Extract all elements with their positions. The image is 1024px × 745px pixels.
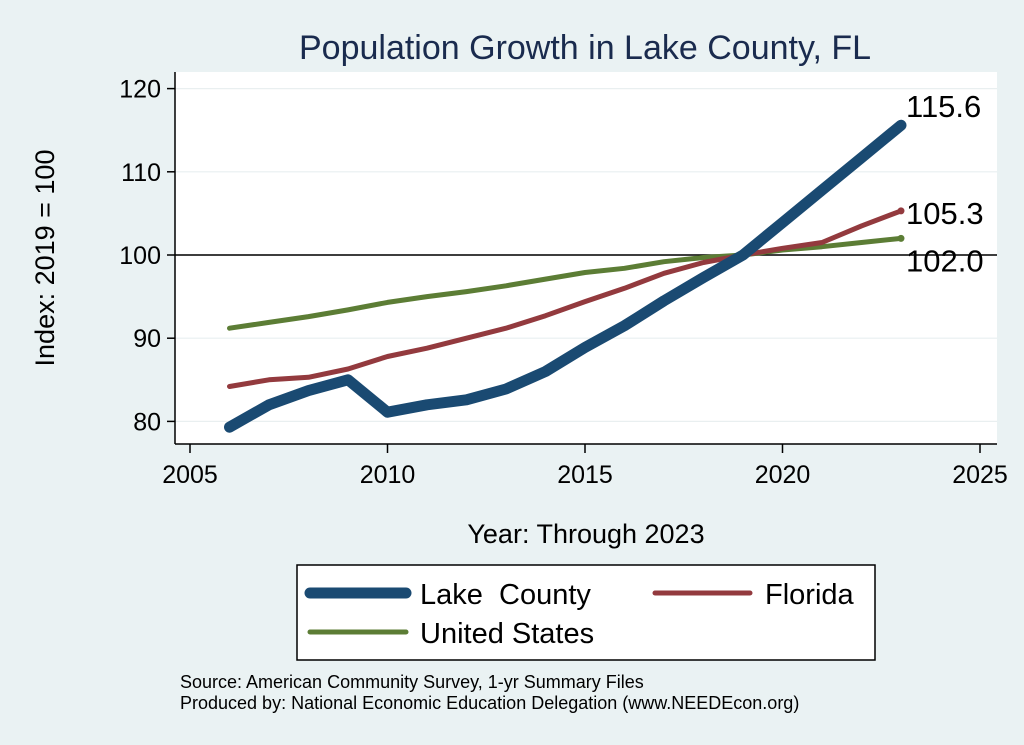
legend-label-lake-county: Lake County [420, 579, 591, 611]
y-tick-label: 90 [133, 325, 161, 353]
y-axis-title: Index: 2019 = 100 [30, 150, 60, 367]
end-label-lake-county: 115.6 [906, 89, 981, 124]
end-label-united-states: 102.0 [906, 243, 984, 278]
x-tick-label: 2020 [755, 461, 811, 489]
x-tick-label: 2010 [360, 461, 416, 489]
legend-label-florida: Florida [765, 579, 855, 611]
legend-box [296, 564, 876, 661]
end-label-florida: 105.3 [906, 196, 984, 231]
legend-label-united-states: United States [420, 618, 594, 650]
end-point-florida [897, 207, 905, 215]
end-labels: 115.6 105.3 102.0 [906, 89, 984, 278]
series-line-lake-county [224, 119, 907, 433]
series-line-florida [227, 208, 904, 389]
legend: Lake County Florida United States [296, 564, 876, 661]
series-lines [175, 119, 997, 433]
end-point-united-states [897, 234, 905, 242]
y-tick-label: 110 [121, 159, 161, 187]
x-tick-label: 2025 [952, 461, 1008, 489]
axes: 80 90 100 110 120 2005 2010 2015 2020 2025 [119, 72, 1008, 489]
x-tick-label: 2015 [557, 461, 613, 489]
produced-by-line: Produced by: National Economic Education… [180, 693, 799, 713]
plot-area [175, 72, 997, 444]
x-tick-label: 2005 [162, 461, 218, 489]
source-line: Source: American Community Survey, 1-yr … [180, 672, 644, 692]
y-tick-label: 120 [119, 76, 161, 104]
chart-title: Population Growth in Lake County, FL [299, 29, 871, 67]
y-tick-label: 80 [133, 408, 161, 436]
y-tick-label: 100 [119, 242, 161, 270]
end-point-lake-county [897, 121, 905, 129]
x-axis-title: Year: Through 2023 [467, 519, 704, 549]
